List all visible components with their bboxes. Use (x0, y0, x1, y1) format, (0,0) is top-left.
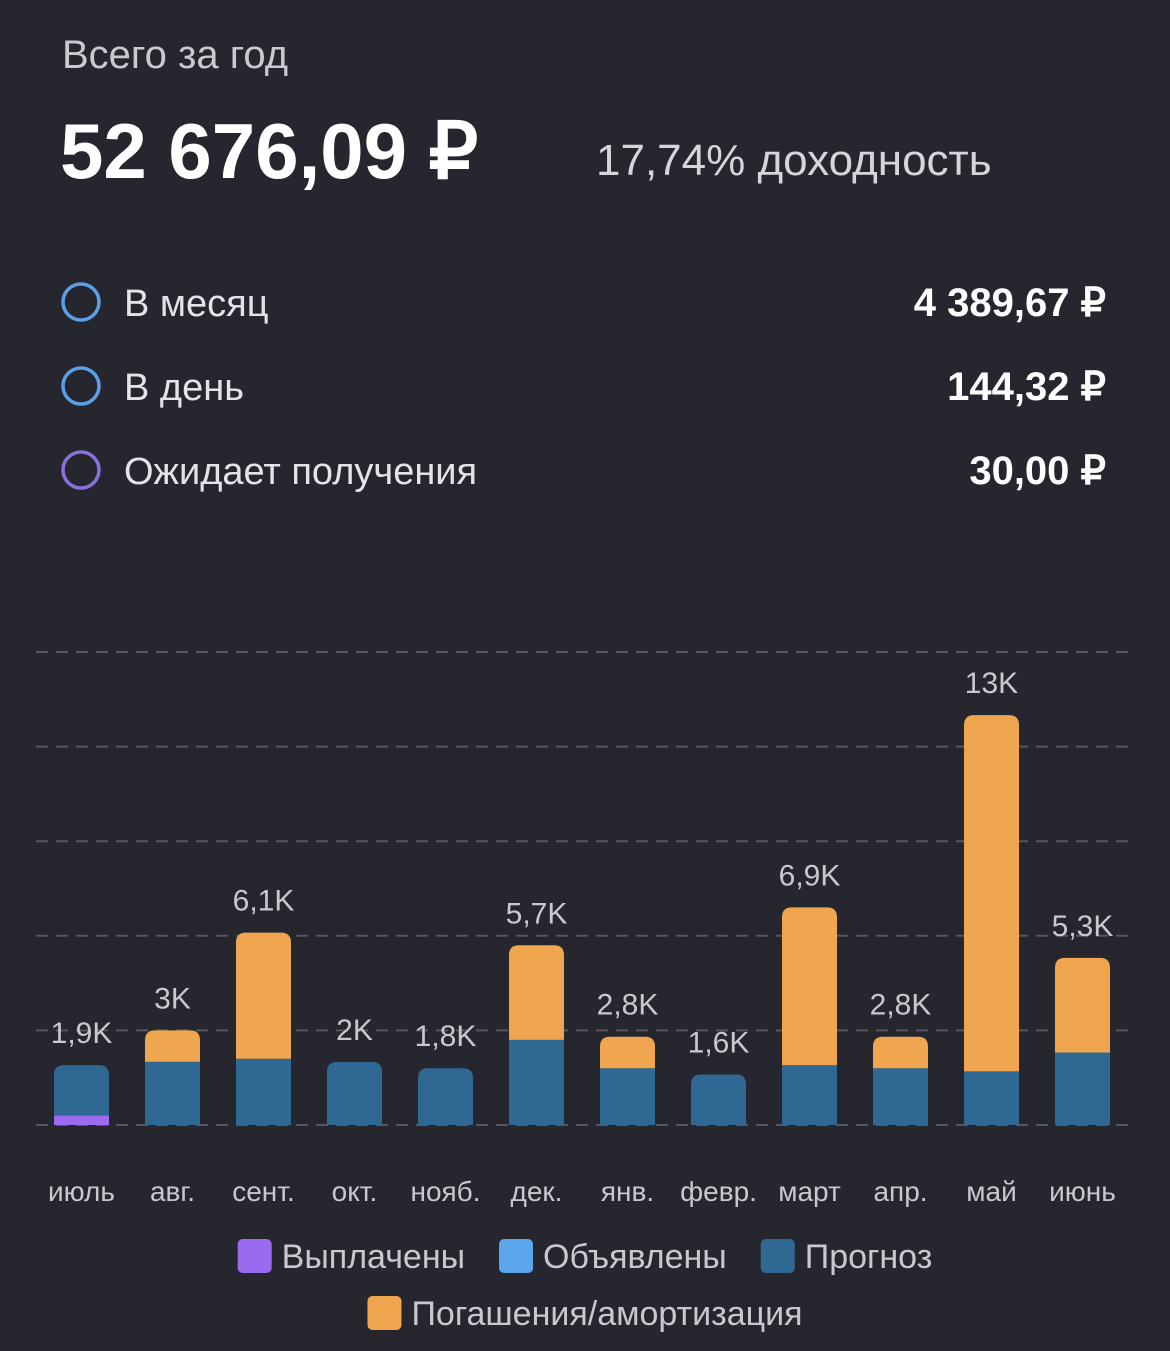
row-label: Ожидает получения (124, 451, 477, 493)
bar-segment (509, 1039, 564, 1125)
total-label: 2,8K (870, 989, 932, 1022)
total-label: 1,9K (51, 1017, 113, 1050)
status-dot (61, 450, 101, 490)
bar-segment (145, 1061, 200, 1125)
bar-segment (691, 1074, 746, 1125)
bar-segment (964, 715, 1019, 1072)
legend-swatch (760, 1239, 795, 1273)
bar-segment (600, 1036, 655, 1069)
legend-label: Погашения/амортизация (411, 1295, 802, 1333)
bar-segment (236, 1058, 291, 1125)
legend-label: Выплачены (282, 1238, 465, 1276)
x-tick-label: дек. (511, 1176, 563, 1207)
x-tick-label: апр. (873, 1176, 927, 1207)
bar-segment (964, 1071, 1019, 1125)
x-tick-label: февр. (680, 1176, 757, 1207)
bar-segment (509, 945, 564, 1040)
bar-segment (1055, 1052, 1110, 1125)
legend-label: Объявлены (543, 1238, 727, 1276)
x-tick-label: окт. (332, 1176, 378, 1207)
bar-segment (327, 1061, 382, 1125)
legend-label: Прогноз (805, 1238, 933, 1276)
x-tick-label: март (778, 1176, 841, 1207)
bar-segment (54, 1115, 109, 1125)
row-value: 144,32 ₽ (947, 365, 1106, 409)
x-tick-label: нояб. (410, 1176, 480, 1207)
x-tick-label: авг. (150, 1176, 195, 1207)
total-label: 1,8K (415, 1020, 477, 1053)
bar-segment (782, 907, 837, 1066)
status-dot (61, 282, 101, 322)
bar-segment (873, 1068, 928, 1125)
bar-segment (145, 1030, 200, 1062)
x-tick-label: сент. (232, 1176, 295, 1207)
total-label: 5,3K (1052, 910, 1114, 943)
total-label: 1,6K (688, 1027, 750, 1060)
chart: 1,9K июль 3K авг. 6,1K сент. 2K окт. 1,8K нояб. 5,… (36, 651, 1128, 1207)
bar-segment (873, 1036, 928, 1069)
total-label: 2,8K (597, 989, 659, 1022)
bar-segment (782, 1065, 837, 1125)
total-label: 3K (154, 982, 191, 1015)
total-label: 2K (336, 1014, 373, 1047)
yield: 17,74% доходность (596, 136, 992, 185)
x-tick-label: май (966, 1176, 1016, 1207)
bar-segment (236, 932, 291, 1059)
total-label: 6,9K (779, 859, 841, 892)
x-tick-label: янв. (601, 1176, 654, 1207)
legend-swatch (237, 1239, 272, 1273)
legend: Выплачены Объявлены ПрогнозПогашения/аморт… (237, 1238, 933, 1333)
row-value: 30,00 ₽ (969, 449, 1106, 493)
row-label: В месяц (124, 283, 269, 325)
total: 52 676,09 ₽ (60, 107, 478, 195)
row-label: В день (124, 367, 244, 409)
bar-segment (418, 1068, 473, 1125)
x-tick-label: июнь (1049, 1176, 1116, 1207)
bar-segment (600, 1068, 655, 1125)
legend-swatch (367, 1296, 402, 1330)
summary: В месяц 4 389,67 ₽ В день 144,32 ₽ Ожидает п… (61, 281, 1106, 493)
legend-swatch (499, 1239, 534, 1273)
status-dot (61, 366, 101, 406)
x-tick-label: июль (48, 1176, 115, 1207)
bar-segment (54, 1065, 109, 1116)
title: Всего за год (62, 33, 288, 77)
total-label: 6,1K (233, 885, 295, 918)
total-label: 13K (965, 667, 1018, 700)
bar-segment (1055, 957, 1110, 1053)
total-label: 5,7K (506, 897, 568, 930)
row-value: 4 389,67 ₽ (914, 281, 1106, 325)
